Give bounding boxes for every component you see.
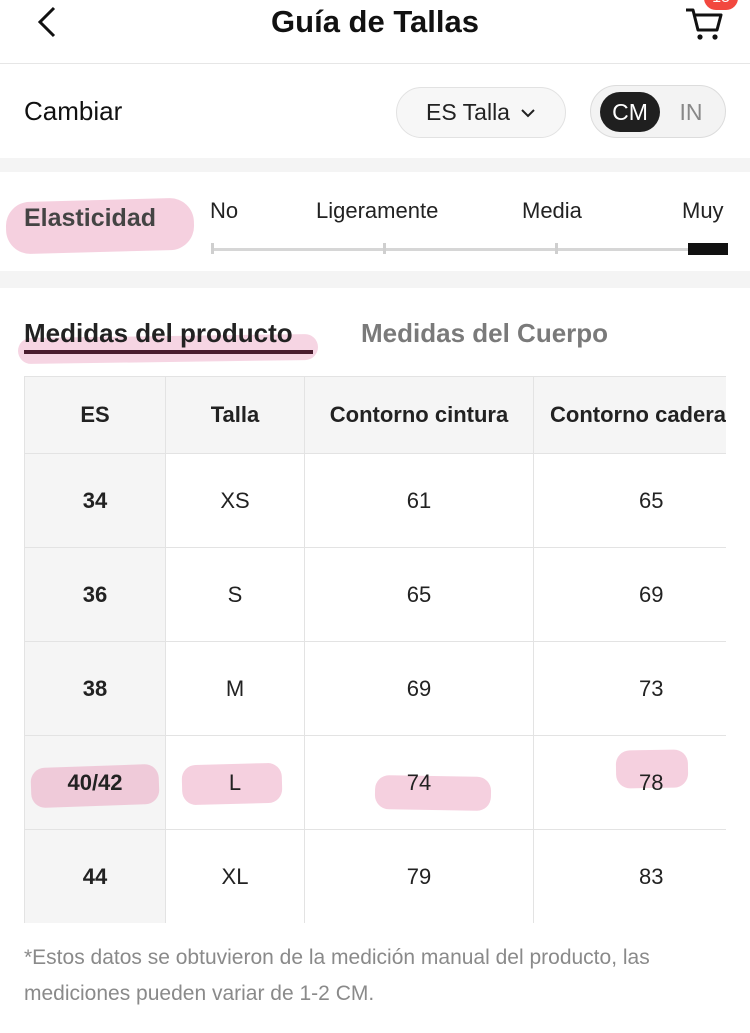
active-tab-indicator bbox=[24, 350, 313, 354]
header: Guía de Tallas 18 bbox=[0, 0, 750, 64]
elasticity-level-very: Muy bbox=[682, 198, 724, 223]
column-header-size: Talla bbox=[165, 376, 305, 454]
cart-icon bbox=[686, 8, 723, 40]
cell-es: 36 bbox=[24, 547, 166, 642]
cell-hip: 73 bbox=[533, 641, 726, 736]
elasticity-scale bbox=[211, 248, 728, 251]
scale-tick bbox=[383, 243, 386, 254]
cell-waist: 79 bbox=[304, 829, 534, 923]
unit-settings-row: Cambiar ES Talla CM IN bbox=[0, 64, 750, 158]
unit-in-option[interactable]: IN bbox=[679, 99, 703, 125]
table-row-highlighted: 40/42 L 74 78 bbox=[24, 735, 726, 830]
cell-es: 40/42 bbox=[24, 735, 166, 830]
table-row: 44 XL 79 83 bbox=[24, 829, 726, 923]
column-header-waist: Contorno cintura bbox=[304, 376, 534, 454]
cell-es: 34 bbox=[24, 453, 166, 548]
cell-hip: 69 bbox=[533, 547, 726, 642]
elasticity-level-no: No bbox=[210, 198, 239, 223]
cell-size: XS bbox=[165, 453, 305, 548]
tab-product-measurements[interactable]: Medidas del producto bbox=[24, 318, 293, 348]
back-button[interactable] bbox=[30, 4, 66, 40]
cell-size: S bbox=[165, 547, 305, 642]
scale-tick bbox=[555, 243, 558, 254]
column-header-hip: Contorno cadera bbox=[533, 376, 726, 454]
cell-waist: 74 bbox=[304, 735, 534, 830]
tab-body-measurements[interactable]: Medidas del Cuerpo bbox=[361, 318, 609, 348]
unit-cm-option[interactable]: CM bbox=[600, 92, 660, 132]
cell-hip: 65 bbox=[533, 453, 726, 548]
size-system-select[interactable]: ES Talla bbox=[396, 87, 566, 138]
size-table[interactable]: ES Talla Contorno cintura Contorno cader… bbox=[24, 376, 726, 923]
section-divider bbox=[0, 158, 750, 172]
measurement-tabs: Medidas del producto Medidas del Cuerpo bbox=[0, 288, 750, 368]
cart-badge: 18 bbox=[704, 0, 738, 10]
cell-size-value: L bbox=[228, 769, 242, 795]
chevron-down-icon bbox=[521, 108, 535, 117]
cell-size: XL bbox=[165, 829, 305, 923]
scale-tick bbox=[211, 243, 214, 254]
table-row: 38 M 69 73 bbox=[24, 641, 726, 736]
cell-waist-value: 74 bbox=[406, 769, 432, 795]
cell-size: L bbox=[165, 735, 305, 830]
section-divider bbox=[0, 271, 750, 288]
table-header-row: ES Talla Contorno cintura Contorno cader… bbox=[24, 376, 726, 454]
cell-hip: 78 bbox=[533, 735, 726, 830]
table-row: 36 S 65 69 bbox=[24, 547, 726, 642]
elasticity-row: Elasticidad No Ligeramente Media Muy bbox=[0, 172, 750, 271]
page-title: Guía de Tallas bbox=[271, 4, 479, 39]
cart-button[interactable] bbox=[684, 2, 724, 42]
cell-hip-value: 78 bbox=[639, 769, 664, 795]
elasticity-selected-marker bbox=[688, 243, 728, 255]
cell-size: M bbox=[165, 641, 305, 736]
table-row: 34 XS 61 65 bbox=[24, 453, 726, 548]
elasticity-label: Elasticidad bbox=[24, 204, 156, 232]
change-label: Cambiar bbox=[24, 96, 123, 126]
cell-es: 38 bbox=[24, 641, 166, 736]
elasticity-level-medium: Media bbox=[522, 198, 582, 223]
cell-waist: 65 bbox=[304, 547, 534, 642]
size-system-value: ES Talla bbox=[426, 99, 510, 125]
chevron-left-icon bbox=[37, 6, 56, 38]
cell-hip: 83 bbox=[533, 829, 726, 923]
column-header-es: ES bbox=[24, 376, 166, 454]
highlight-mark bbox=[374, 774, 492, 812]
unit-toggle[interactable]: CM IN bbox=[590, 85, 726, 138]
cell-waist: 61 bbox=[304, 453, 534, 548]
cell-es-value: 40/42 bbox=[67, 769, 123, 795]
elasticity-level-slight: Ligeramente bbox=[316, 198, 439, 223]
cell-es: 44 bbox=[24, 829, 166, 923]
cell-waist: 69 bbox=[304, 641, 534, 736]
measurement-footnote: *Estos datos se obtuvieron de la medició… bbox=[24, 946, 650, 1005]
